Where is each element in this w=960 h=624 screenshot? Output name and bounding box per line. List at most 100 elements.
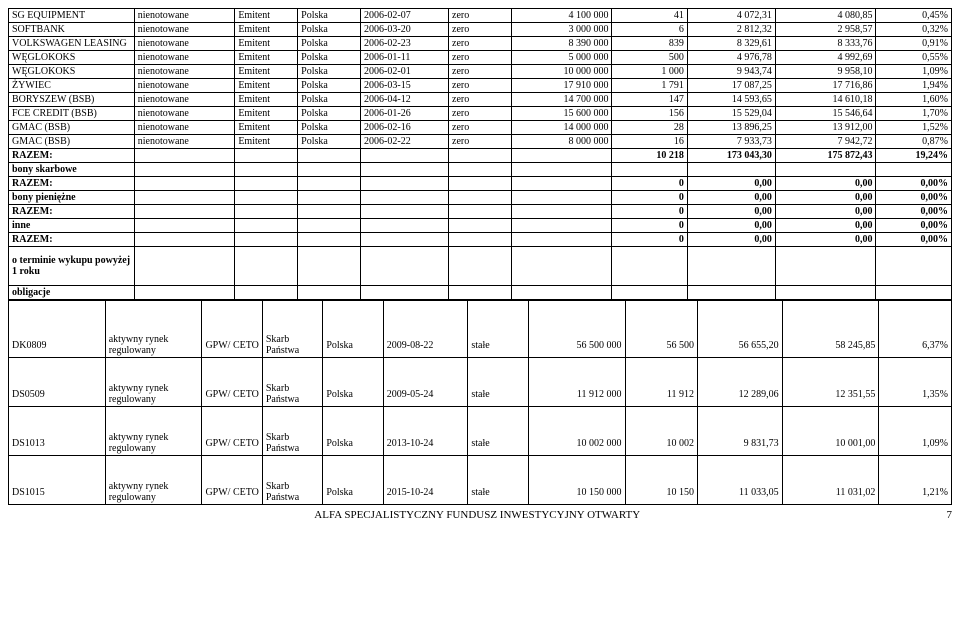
table-cell: [361, 163, 449, 177]
spacer-cell: [105, 456, 202, 481]
table-cell: aktywny rynek regulowany: [105, 431, 202, 456]
table-cell: SOFTBANK: [9, 23, 135, 37]
table-cell: GMAC (BSB): [9, 121, 135, 135]
table-cell: 1,21%: [879, 480, 952, 505]
table-cell: 147: [612, 93, 687, 107]
table-cell: FCE CREDIT (BSB): [9, 107, 135, 121]
spacer-cell: [468, 407, 528, 432]
table-cell: 0,00%: [876, 205, 952, 219]
table-cell: 12 351,55: [782, 382, 879, 407]
table-cell: Emitent: [235, 23, 298, 37]
table-cell: [876, 247, 952, 286]
table-cell: 17 910 000: [511, 79, 612, 93]
spacer-row: [9, 407, 952, 432]
spacer-cell: [9, 456, 106, 481]
table-row: FCE CREDIT (BSB)nienotowaneEmitentPolska…: [9, 107, 952, 121]
table-cell: [298, 149, 361, 163]
table-cell: nienotowane: [134, 9, 235, 23]
table-cell: zero: [449, 51, 512, 65]
table-cell: 2006-02-01: [361, 65, 449, 79]
table-cell: 4 072,31: [687, 9, 775, 23]
table-cell: Emitent: [235, 135, 298, 149]
table-cell: RAZEM:: [9, 233, 135, 247]
table-cell: 0,00%: [876, 233, 952, 247]
table-cell: 173 043,30: [687, 149, 775, 163]
table-cell: 16: [612, 135, 687, 149]
table-cell: [449, 286, 512, 300]
table-row: ŻYWIECnienotowaneEmitentPolska2006-03-15…: [9, 79, 952, 93]
table-cell: 10 150 000: [528, 480, 625, 505]
table-cell: Polska: [298, 79, 361, 93]
spacer-row: [9, 456, 952, 481]
table-cell: [511, 191, 612, 205]
table-cell: zero: [449, 9, 512, 23]
table-cell: 1 791: [612, 79, 687, 93]
table-cell: 2006-03-20: [361, 23, 449, 37]
table-cell: zero: [449, 121, 512, 135]
table-cell: obligacje: [9, 286, 135, 300]
table-cell: 28: [612, 121, 687, 135]
table-cell: [449, 177, 512, 191]
table-cell: bony skarbowe: [9, 163, 135, 177]
table-cell: 6: [612, 23, 687, 37]
table-cell: [687, 286, 775, 300]
table-cell: GMAC (BSB): [9, 135, 135, 149]
table-cell: 2006-02-07: [361, 9, 449, 23]
table-cell: 0,55%: [876, 51, 952, 65]
table-cell: 0,00: [775, 219, 876, 233]
table-cell: 14 593,65: [687, 93, 775, 107]
table-cell: 9 943,74: [687, 65, 775, 79]
table-cell: 0,00: [687, 219, 775, 233]
table-cell: 14 000 000: [511, 121, 612, 135]
spacer-cell: [262, 407, 322, 432]
table-cell: [134, 205, 235, 219]
table-cell: [298, 286, 361, 300]
spacer-cell: [879, 407, 952, 432]
table-cell: Polska: [298, 135, 361, 149]
spacer-cell: [528, 407, 625, 432]
table-cell: ŻYWIEC: [9, 79, 135, 93]
table-cell: 2009-08-22: [383, 333, 468, 358]
table-cell: [612, 286, 687, 300]
table-cell: 14 700 000: [511, 93, 612, 107]
table-cell: 2 812,32: [687, 23, 775, 37]
table-cell: 7 933,73: [687, 135, 775, 149]
table-cell: nienotowane: [134, 121, 235, 135]
spacer-cell: [468, 358, 528, 383]
table-row: RAZEM:00,000,000,00%: [9, 233, 952, 247]
table-cell: [134, 163, 235, 177]
table-cell: aktywny rynek regulowany: [105, 480, 202, 505]
table-cell: [775, 163, 876, 177]
spacer-cell: [468, 456, 528, 481]
table-cell: zero: [449, 37, 512, 51]
table-cell: bony pieniężne: [9, 191, 135, 205]
table-cell: Emitent: [235, 107, 298, 121]
spacer-cell: [105, 301, 202, 334]
spacer-cell: [9, 407, 106, 432]
table-cell: 0,00: [687, 233, 775, 247]
table-cell: 2006-02-22: [361, 135, 449, 149]
table-cell: [511, 219, 612, 233]
table-cell: 1,52%: [876, 121, 952, 135]
table-cell: 41: [612, 9, 687, 23]
table-cell: 2009-05-24: [383, 382, 468, 407]
table-cell: Emitent: [235, 79, 298, 93]
table-cell: [134, 219, 235, 233]
table-cell: nienotowane: [134, 65, 235, 79]
table-cell: zero: [449, 135, 512, 149]
table-cell: 4 992,69: [775, 51, 876, 65]
table-cell: 10 002 000: [528, 431, 625, 456]
spacer-cell: [879, 358, 952, 383]
table-cell: 15 546,64: [775, 107, 876, 121]
table-cell: zero: [449, 23, 512, 37]
table-cell: Emitent: [235, 9, 298, 23]
spacer-cell: [9, 301, 106, 334]
table-cell: stałe: [468, 480, 528, 505]
table-cell: [511, 233, 612, 247]
table-cell: [361, 219, 449, 233]
table-cell: [687, 163, 775, 177]
table-row: GMAC (BSB)nienotowaneEmitentPolska2006-0…: [9, 121, 952, 135]
table-cell: 0,91%: [876, 37, 952, 51]
table-cell: 19,24%: [876, 149, 952, 163]
table-cell: RAZEM:: [9, 205, 135, 219]
